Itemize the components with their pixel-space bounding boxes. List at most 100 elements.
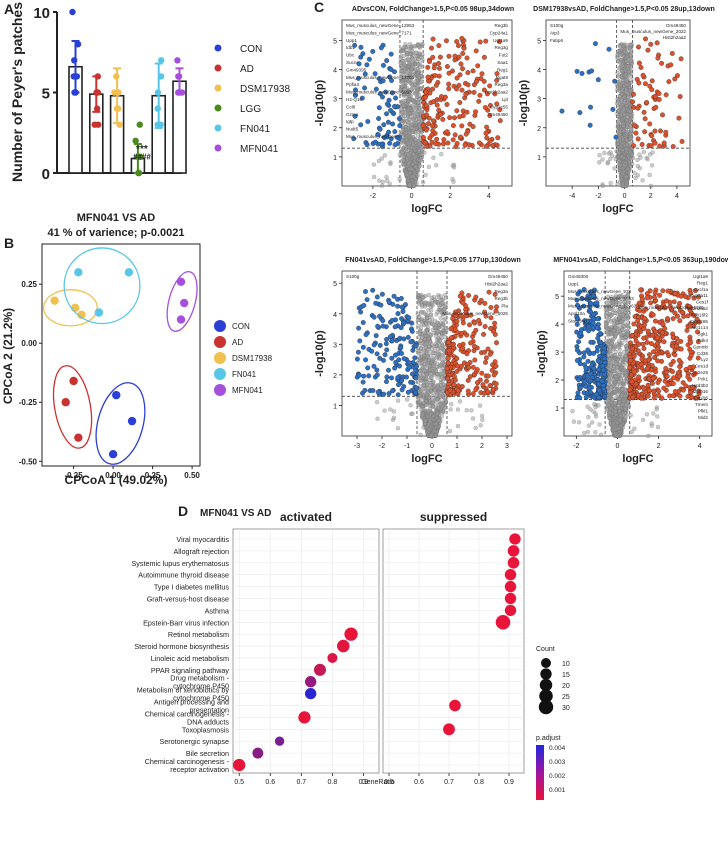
a-point — [154, 105, 161, 112]
c-point-up — [446, 70, 452, 76]
c-x-tick-label: 0 — [615, 443, 619, 450]
c-point-up — [477, 39, 483, 45]
c-point-ns — [414, 106, 419, 111]
c-point-down — [399, 378, 405, 384]
b-point — [176, 315, 186, 324]
c-point-ns — [429, 375, 434, 380]
c-point-up — [444, 365, 450, 371]
c-point-down — [364, 142, 370, 148]
c-point-ns — [417, 400, 422, 405]
c-point-down — [370, 287, 376, 293]
a-point — [157, 57, 165, 64]
c-point-ns — [622, 393, 627, 399]
c-point-ns — [430, 327, 435, 332]
c-point-down — [399, 350, 405, 356]
c-volcano-title: MFN041vsAD, FoldChange>1.5,P<0.05 363up,… — [553, 257, 728, 264]
c-point-ns — [416, 334, 422, 340]
c-point-ns — [649, 423, 654, 428]
c-point-up — [470, 364, 476, 370]
c-point-ns — [620, 373, 625, 378]
c-point-down — [577, 110, 583, 116]
c-point-down — [365, 365, 371, 371]
c-point-up — [486, 289, 492, 295]
c-point-up — [651, 388, 657, 394]
c-point-ns — [407, 42, 413, 47]
c-x-tick-label: -4 — [569, 193, 575, 200]
c-point-ns — [600, 182, 605, 187]
a-point — [71, 57, 78, 64]
c-gene-label: Gm49395 — [346, 67, 367, 72]
c-point-down — [588, 104, 593, 110]
c-point-up — [473, 79, 479, 85]
c-point-ns — [417, 355, 423, 361]
c-point-up — [429, 45, 434, 51]
c-point-down — [369, 348, 375, 354]
c-point-ns — [439, 346, 444, 351]
c-point-ns — [429, 295, 434, 300]
c-point-up — [659, 60, 665, 66]
b-group-ellipse — [166, 270, 198, 332]
c-point-ns — [407, 182, 412, 187]
c-point-up — [466, 142, 472, 148]
c-point-ns — [608, 331, 613, 336]
c-point-ns — [612, 318, 617, 323]
c-point-ns — [405, 397, 410, 402]
c-point-ns — [626, 403, 632, 409]
c-point-up — [445, 360, 451, 366]
c-point-up — [463, 131, 469, 137]
c-point-down — [384, 111, 389, 117]
c-point-ns — [626, 119, 631, 124]
c-point-ns — [405, 51, 410, 56]
c-x-label: logFC — [622, 453, 653, 465]
c-gene-label: Ugt1a9 — [493, 38, 508, 43]
c-point-ns — [413, 79, 419, 84]
c-point-ns — [619, 357, 624, 362]
c-point-down — [414, 385, 420, 391]
c-point-up — [492, 320, 498, 326]
c-x-tick-label: 4 — [487, 193, 491, 200]
c-point-up — [463, 91, 469, 97]
c-point-ns — [655, 424, 661, 430]
c-point-ns — [586, 415, 591, 420]
c-point-up — [479, 71, 485, 77]
c-point-ns — [382, 408, 387, 413]
c-point-ns — [612, 166, 617, 171]
c-point-ns — [438, 401, 443, 406]
c-gene-label: Hist2h2aa2 — [485, 281, 509, 286]
c-point-ns — [629, 77, 634, 83]
c-point-up — [473, 48, 479, 54]
c-x-tick-label: -2 — [370, 193, 376, 200]
c-point-ns — [440, 393, 445, 399]
c-point-ns — [420, 412, 425, 417]
a-point — [91, 121, 98, 128]
b-point — [61, 398, 70, 407]
c-point-down — [373, 333, 379, 339]
c-gene-label: Ubc — [346, 53, 355, 58]
c-point-ns — [428, 433, 433, 439]
c-point-ns — [434, 361, 440, 366]
c-point-up — [670, 316, 676, 322]
c-point-up — [649, 87, 655, 93]
c-y-tick-label: 3 — [537, 97, 541, 104]
c-point-down — [386, 299, 392, 305]
c-point-up — [638, 65, 644, 70]
c-point-down — [399, 304, 405, 310]
c-point-ns — [616, 113, 621, 118]
c-point-down — [398, 345, 404, 351]
c-point-up — [660, 112, 665, 118]
a-legend-label: FN041 — [240, 124, 270, 135]
c-point-ns — [426, 292, 431, 298]
c-point-ns — [387, 181, 392, 186]
c-x-tick-label: -3 — [354, 443, 360, 450]
c-gene-label: Saa1 — [497, 60, 508, 65]
c-point-up — [678, 56, 684, 62]
c-point-ns — [620, 313, 625, 318]
c-point-up — [678, 338, 684, 344]
c-point-up — [472, 357, 478, 363]
c-point-down — [384, 101, 390, 107]
c-point-down — [384, 58, 390, 64]
c-point-ns — [432, 428, 437, 434]
b-legend-label: CON — [232, 322, 250, 331]
c-point-down — [408, 339, 414, 345]
c-point-down — [365, 119, 371, 124]
